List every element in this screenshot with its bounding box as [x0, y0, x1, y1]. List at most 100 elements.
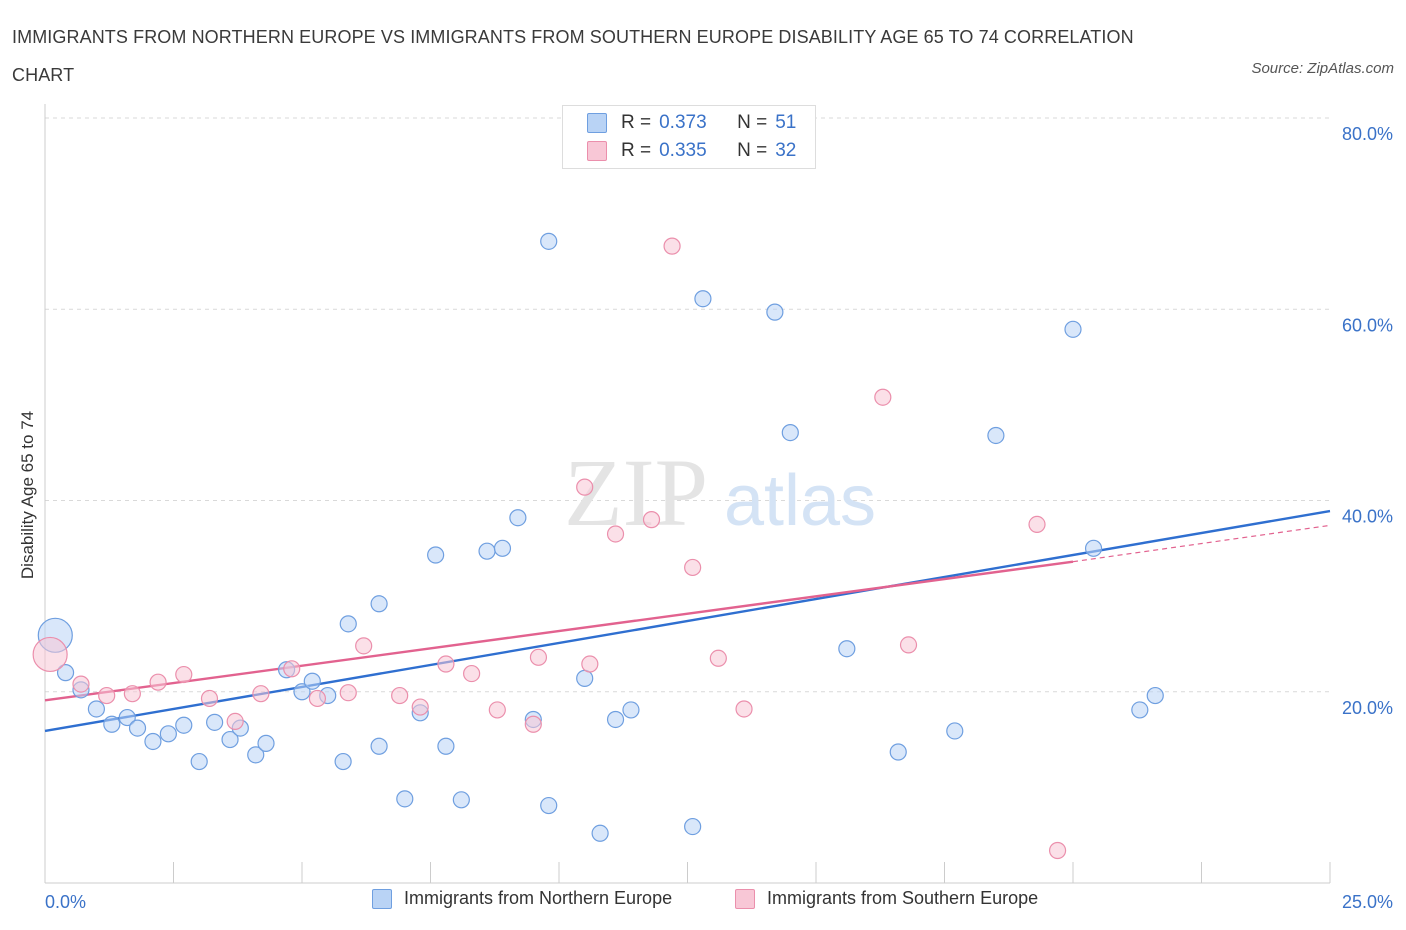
southern-point	[339, 684, 357, 702]
southern-point	[391, 686, 409, 705]
x-tick-label: 0.0%	[45, 892, 86, 912]
northern-point	[247, 746, 265, 764]
southern-point	[72, 675, 90, 693]
southern-point	[642, 511, 661, 529]
northern-point	[766, 303, 784, 321]
northern-point	[103, 715, 121, 733]
northern-point	[159, 725, 177, 743]
y-tick-label: 80.0%	[1342, 124, 1393, 144]
southern-point	[98, 686, 116, 705]
northern-point	[56, 664, 75, 682]
northern-point	[339, 615, 357, 633]
northern-point	[118, 708, 136, 727]
northern-point	[452, 791, 470, 809]
northern-point	[781, 424, 799, 442]
southern-point	[684, 558, 702, 577]
northern-point	[370, 595, 388, 613]
southern-point	[606, 525, 625, 543]
legend-label: Immigrants from Northern Europe	[404, 888, 673, 908]
southern-point	[175, 665, 193, 684]
southern-point	[663, 237, 681, 255]
y-tick-label: 60.0%	[1342, 315, 1393, 335]
southern-point	[581, 655, 599, 673]
northern-point	[478, 542, 496, 560]
southern-point	[899, 636, 918, 654]
southern-point	[1048, 841, 1067, 860]
n-label: N =	[737, 140, 768, 161]
x-tick-label: 25.0%	[1342, 892, 1393, 912]
gridlines	[45, 117, 1330, 693]
northern-point	[293, 683, 311, 701]
northern-point	[1146, 686, 1164, 705]
southern-point	[32, 636, 68, 673]
northern-point	[206, 713, 224, 731]
northern-point	[1084, 539, 1103, 557]
axes	[44, 104, 1331, 884]
northern-point	[694, 290, 712, 308]
southern-point	[411, 698, 429, 716]
northern-point	[334, 752, 352, 771]
northern-point	[396, 790, 414, 808]
northern-point	[303, 672, 321, 690]
southern-point	[524, 715, 542, 733]
n-value: 51	[775, 112, 797, 133]
chart-title: IMMIGRANTS FROM NORTHERN EUROPE VS IMMIG…	[12, 27, 1134, 85]
southern-point	[709, 649, 727, 667]
southern-trend-line	[44, 560, 1074, 702]
southern-point	[576, 478, 594, 496]
northern-point	[591, 824, 609, 842]
northern-point	[509, 509, 527, 527]
northern-point	[684, 817, 702, 836]
northern-point	[540, 232, 558, 250]
y-tick-label: 40.0%	[1342, 507, 1393, 527]
northern-point	[946, 722, 964, 740]
legend-item-southern[interactable]: Immigrants from Southern Europe	[735, 888, 1038, 909]
northern-point	[606, 710, 625, 729]
blue-swatch-icon	[587, 113, 607, 133]
northern-point	[175, 716, 193, 734]
northern-point	[190, 752, 208, 771]
southern-point	[308, 689, 327, 708]
y-tick-label: 20.0%	[1342, 698, 1393, 718]
watermark-atlas: atlas	[724, 461, 876, 541]
tick-labels: 20.0% 40.0% 60.0% 80.0% 0.0% 25.0%	[45, 124, 1393, 912]
legend-row-southern: R = 0.335 N = 32	[587, 138, 805, 164]
southern-point	[735, 700, 753, 718]
northern-point	[257, 734, 275, 752]
northern-point	[838, 640, 856, 658]
southern-point	[529, 648, 548, 666]
n-value: 32	[775, 140, 797, 161]
northern-point	[622, 701, 640, 719]
pink-swatch-icon	[735, 888, 755, 909]
blue-swatch-icon	[372, 888, 392, 909]
southern-point	[123, 685, 141, 703]
northern-point	[576, 669, 594, 687]
northern-point	[87, 700, 106, 718]
r-value: 0.335	[659, 140, 707, 161]
pink-swatch-icon	[587, 141, 607, 161]
r-label: R =	[621, 112, 652, 133]
southern-point	[437, 655, 455, 673]
northern-point	[437, 737, 455, 755]
northern-point	[128, 719, 147, 737]
data-points	[32, 232, 1164, 860]
southern-point	[149, 673, 167, 691]
southern-point	[226, 712, 244, 730]
legend-label: Immigrants from Southern Europe	[767, 888, 1039, 908]
southern-point	[355, 637, 373, 655]
southern-point	[874, 388, 892, 406]
legend-item-northern[interactable]: Immigrants from Northern Europe	[372, 888, 672, 909]
northern-point	[1131, 701, 1149, 719]
r-label: R =	[621, 140, 652, 161]
northern-point	[427, 546, 445, 564]
watermark: ZIP atlas	[564, 439, 876, 546]
southern-point	[1028, 515, 1046, 534]
southern-point	[283, 660, 301, 678]
northern-point	[540, 796, 558, 815]
source-label: Source: ZipAtlas.com	[1251, 60, 1394, 77]
northern-point	[987, 426, 1005, 445]
southern-trend-extension	[1072, 524, 1331, 563]
correlation-legend: R = 0.373 N = 51 R = 0.335 N = 32	[562, 105, 816, 169]
southern-point	[252, 685, 270, 703]
legend-row-northern: R = 0.373 N = 51	[587, 110, 805, 136]
